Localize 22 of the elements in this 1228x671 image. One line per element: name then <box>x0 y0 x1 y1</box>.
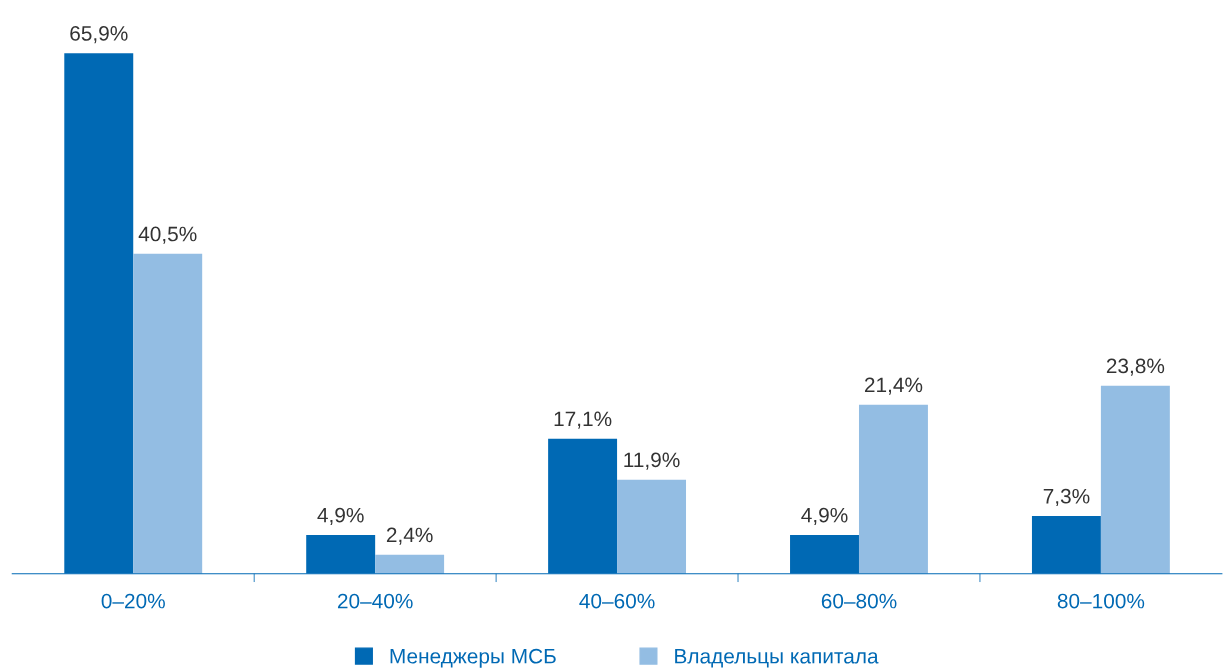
data-label: 21,4% <box>864 377 923 395</box>
bar <box>858 404 928 574</box>
data-label: 23,8% <box>1106 358 1165 376</box>
data-label: 65,9% <box>70 26 128 44</box>
data-label: 2,4% <box>386 527 433 545</box>
data-label: 4,9% <box>317 507 364 526</box>
bar <box>133 253 203 574</box>
x-tick-label: 0–20% <box>101 593 165 609</box>
data-label: 4,9% <box>801 507 848 526</box>
bar <box>617 479 687 574</box>
data-label: 17,1% <box>554 411 612 429</box>
bar <box>1100 385 1170 574</box>
bar <box>375 554 445 574</box>
data-label: 40,5% <box>138 226 197 244</box>
data-label: 7,3% <box>1043 488 1090 507</box>
x-tick-label: 40–60% <box>579 593 655 609</box>
x-tick-label: 20–40% <box>337 593 413 609</box>
data-label: 11,9% <box>624 452 680 470</box>
x-tick-label: 80–100% <box>1057 593 1145 609</box>
x-tick-label: 60–80% <box>821 593 897 609</box>
legend-label: Менеджеры МСБ <box>390 648 556 668</box>
legend-label: Владельцы капитала <box>675 649 879 668</box>
